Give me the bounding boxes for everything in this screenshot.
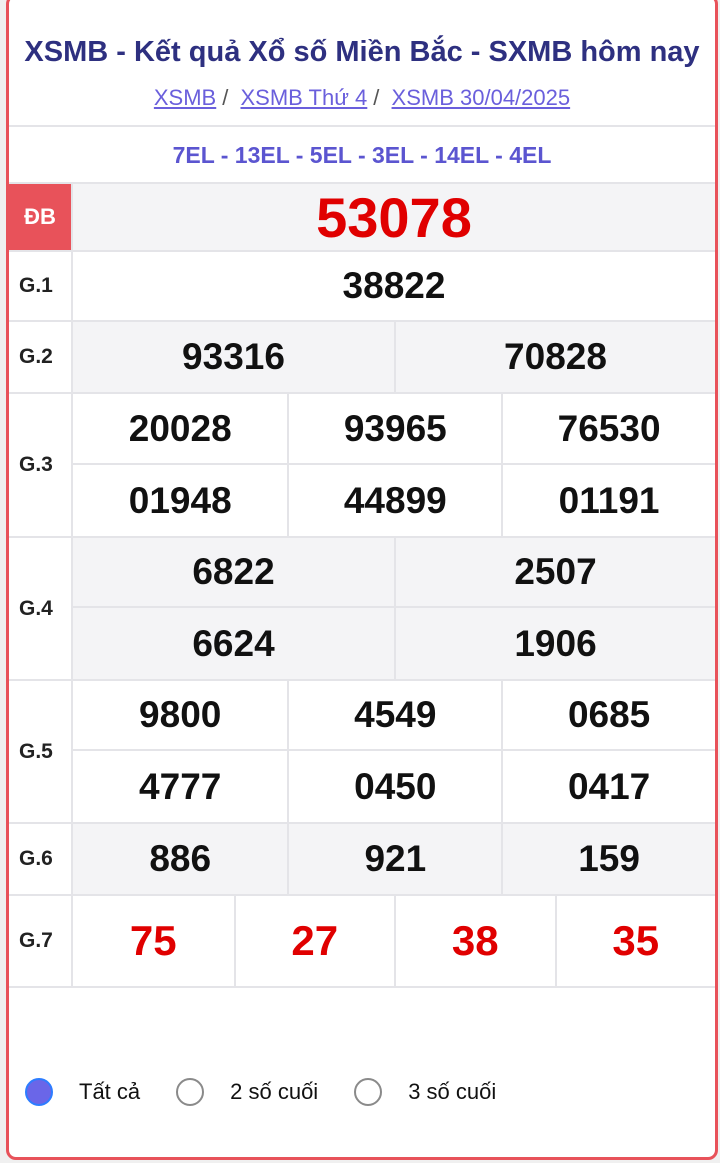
prize-number: 4777 <box>139 765 222 807</box>
prize-number: 886 <box>149 838 212 879</box>
prize-label: G.3 <box>9 394 73 536</box>
prize-label: G.2 <box>9 322 73 392</box>
prize-row-g3: G.3 20028 93965 76530 01948 44899 01191 <box>9 392 715 536</box>
prize-number: 44899 <box>287 465 501 536</box>
prize-number: 76530 <box>501 394 715 465</box>
radio-selected-icon[interactable] <box>25 1078 53 1106</box>
prize-label: G.6 <box>9 824 73 894</box>
prize-number: 9800 <box>73 681 288 751</box>
prize-number: 01948 <box>128 479 232 521</box>
radio-label: Tất cả <box>79 1079 141 1104</box>
prize-row-g4: G.4 6822 2507 6624 1906 <box>9 536 715 679</box>
prize-number: 0417 <box>501 751 715 822</box>
radio-label: 2 số cuối <box>230 1079 319 1104</box>
radio-last-3[interactable]: 3 số cuối <box>354 1078 496 1106</box>
draw-codes: 7EL - 13EL - 5EL - 3EL - 14EL - 4EL <box>9 125 715 182</box>
prize-label: G.7 <box>9 896 73 986</box>
prize-row-g1: G.1 38822 <box>9 250 715 320</box>
digit-filter: Tất cả 2 số cuối 3 số cuối <box>25 1078 532 1106</box>
prize-number: 93965 <box>287 394 502 465</box>
prize-number: 0450 <box>287 751 501 822</box>
prize-number: 27 <box>233 896 395 986</box>
prize-number: 70828 <box>394 322 715 392</box>
results-card: XSMB - Kết quả Xổ số Miền Bắc - SXMB hôm… <box>6 0 718 1160</box>
radio-last-2[interactable]: 2 số cuối <box>176 1078 318 1106</box>
prize-number: 53078 <box>316 185 472 249</box>
radio-empty-icon[interactable] <box>354 1078 383 1106</box>
prize-number: 1906 <box>394 608 715 679</box>
prize-number: 75 <box>129 917 177 964</box>
prize-row-db: ĐB 53078 <box>9 182 715 250</box>
prize-row-g5: G.5 9800 4549 0685 4777 0450 0417 <box>9 679 715 822</box>
prize-number: 01191 <box>501 465 715 536</box>
radio-all[interactable]: Tất cả <box>25 1078 140 1106</box>
prize-number: 921 <box>287 824 501 894</box>
prize-number: 93316 <box>182 336 285 377</box>
prize-label: G.1 <box>9 252 73 320</box>
prize-number: 38 <box>394 896 555 986</box>
prize-number: 4549 <box>287 681 502 751</box>
prize-row-g6: G.6 886 921 159 <box>9 822 715 894</box>
breadcrumb-xsmb[interactable]: XSMB <box>153 85 217 110</box>
prize-label: G.5 <box>9 681 73 822</box>
breadcrumb-xsmb-date[interactable]: XSMB 30/04/2025 <box>391 85 571 110</box>
radio-label: 3 số cuối <box>408 1079 497 1104</box>
radio-empty-icon[interactable] <box>176 1078 205 1106</box>
prize-number: 20028 <box>73 394 288 465</box>
prize-number: 0685 <box>501 681 715 751</box>
breadcrumb-xsmb-thu-4[interactable]: XSMB Thứ 4 <box>240 85 368 110</box>
page-title: XSMB - Kết quả Xổ số Miền Bắc - SXMB hôm… <box>24 36 700 68</box>
prize-number: 6624 <box>192 622 275 664</box>
prize-number: 159 <box>501 824 715 894</box>
prize-number: 2507 <box>394 538 715 608</box>
prize-label: G.4 <box>9 538 73 679</box>
prize-row-g7: G.7 75 27 38 35 <box>9 894 715 988</box>
prize-number: 35 <box>554 896 716 986</box>
prize-row-g2: G.2 93316 70828 <box>9 320 715 392</box>
prize-number: 38822 <box>342 265 446 306</box>
prize-label: ĐB <box>9 184 73 250</box>
breadcrumb: XSMB / XSMB Thứ 4/ XSMB 30/04/2025 <box>153 85 571 110</box>
prize-number: 6822 <box>73 538 394 608</box>
